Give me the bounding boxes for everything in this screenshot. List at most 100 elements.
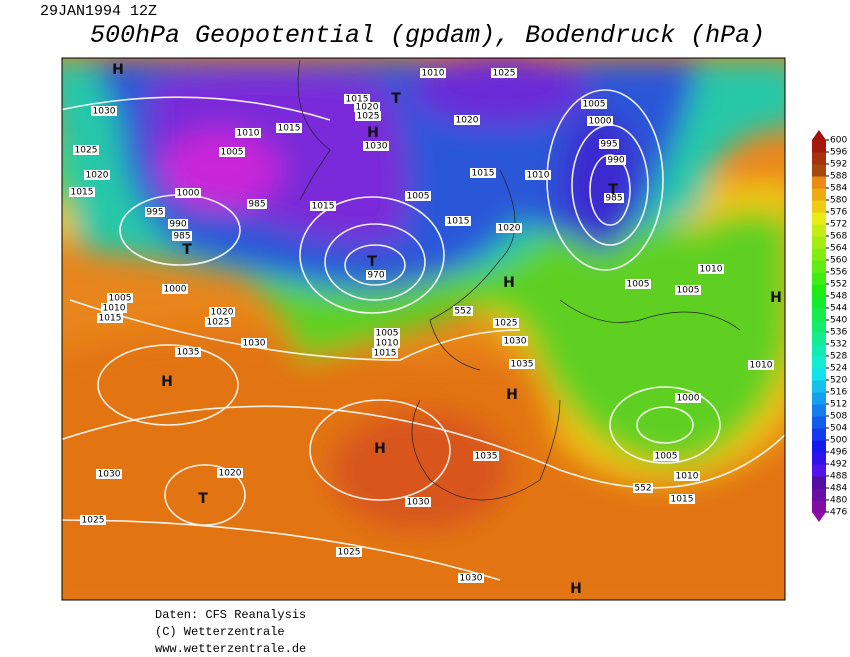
isobar-label: 1030 <box>407 498 430 508</box>
isobar-label: 1005 <box>655 452 678 462</box>
isobar-label-box <box>606 155 626 165</box>
pressure-center: H <box>112 62 124 78</box>
colorbar-cell <box>812 296 826 309</box>
isobar-label: 1030 <box>460 574 483 584</box>
isobar-label: 1025 <box>495 319 518 329</box>
colorbar-label: 552 <box>830 280 847 290</box>
isobar-label: 1035 <box>475 452 498 462</box>
pressure-center: H <box>161 374 173 390</box>
isobar-label: 1020 <box>356 103 379 113</box>
isobar-label-box <box>69 187 95 197</box>
colorbar-label: 496 <box>830 448 847 458</box>
colorbar-cell <box>812 380 826 393</box>
isobar-label: 1030 <box>93 107 116 117</box>
pressure-center: T <box>391 91 401 107</box>
colorbar-cell <box>812 164 826 177</box>
colorbar-cell <box>812 308 826 321</box>
isobar-label-box <box>205 317 231 327</box>
isobar-label-box <box>355 111 381 121</box>
colorbar-cell <box>812 452 826 465</box>
isobar-label-box <box>491 68 517 78</box>
isobar-label-box <box>241 338 267 348</box>
isobar-label: 1010 <box>237 129 260 139</box>
labels: 1030102510201015101010051015100099599098… <box>69 62 782 597</box>
colorbar-label: 536 <box>830 328 847 338</box>
isobar-label: 1035 <box>177 348 200 358</box>
isobar-label-box <box>625 279 651 289</box>
isobar-label-box <box>473 451 499 461</box>
colorbar-label: 532 <box>830 340 847 350</box>
colorbar-cell <box>812 476 826 489</box>
isobar-label-box <box>372 348 398 358</box>
colorbar-cell <box>812 152 826 165</box>
isobar-label: 1030 <box>98 470 121 480</box>
colorbar-cell <box>812 248 826 261</box>
colorbar-cell <box>812 356 826 369</box>
colorbar-cell <box>812 404 826 417</box>
pressure-center: T <box>608 182 618 198</box>
colorbar-cell <box>812 368 826 381</box>
pressure-center: H <box>506 387 518 403</box>
isobar-label: 1020 <box>219 469 242 479</box>
isobar-label: 1020 <box>86 171 109 181</box>
isobar-label: 1015 <box>278 124 301 134</box>
isobar-label-box <box>344 94 370 104</box>
colorbar-cell <box>812 500 826 513</box>
isobar-label: 985 <box>173 232 190 242</box>
isobar-label-box <box>363 141 389 151</box>
isobar-label: 1005 <box>221 148 244 158</box>
isobar-label-box <box>525 170 551 180</box>
isobar-label: 1015 <box>374 349 397 359</box>
colorbar-label: 580 <box>830 196 847 206</box>
pressure-center: T <box>182 242 192 258</box>
footer-line: www.wetterzentrale.de <box>155 642 306 656</box>
colorbar-label: 564 <box>830 244 847 254</box>
isobar-label-box <box>453 306 473 316</box>
colorbar-cell <box>812 212 826 225</box>
colorbar-cell <box>812 416 826 429</box>
colorbar-label: 572 <box>830 220 847 230</box>
colorbar-label: 568 <box>830 232 847 242</box>
colorbar-label: 484 <box>830 484 847 494</box>
isobar-label-box <box>219 147 245 157</box>
isobar-label: 1025 <box>82 516 105 526</box>
map <box>62 58 785 600</box>
isobar-label-box <box>405 191 431 201</box>
colorbar-label: 596 <box>830 148 847 158</box>
colorbar-label: 528 <box>830 352 847 362</box>
isobar-label: 1010 <box>103 304 126 314</box>
isobar-label: 985 <box>605 194 622 204</box>
isobar-label: 1025 <box>207 318 230 328</box>
colorbar-label: 508 <box>830 412 847 422</box>
isobar-label: 1020 <box>211 308 234 318</box>
colorbar-cell <box>812 392 826 405</box>
colorbar-label: 600 <box>830 136 847 146</box>
isobar-label-box <box>420 68 446 78</box>
isobar-label: 1010 <box>700 265 723 275</box>
pressure-center: H <box>570 581 582 597</box>
colorbar-label: 516 <box>830 388 847 398</box>
colorbar-cell <box>812 284 826 297</box>
isobar-label-box <box>374 328 400 338</box>
isobar-label-box <box>276 123 302 133</box>
footer-line: (C) Wetterzentrale <box>155 625 285 639</box>
isobar-label: 990 <box>607 156 624 166</box>
isobar-label-box <box>107 293 133 303</box>
pressure-center: H <box>770 290 782 306</box>
title: 500hPa Geopotential (gpdam), Bodendruck … <box>90 21 765 50</box>
colorbar-label: 512 <box>830 400 847 410</box>
colorbar-cell <box>812 272 826 285</box>
isobar-label-box <box>599 139 619 149</box>
pressure-center: H <box>503 275 515 291</box>
isobar-label-box <box>581 99 607 109</box>
isobar-label-box <box>366 270 386 280</box>
isobar-label-box <box>633 483 653 493</box>
isobar-label: 1005 <box>583 100 606 110</box>
isobar-label: 1010 <box>527 171 550 181</box>
isobar-label: 1005 <box>376 329 399 339</box>
isobar-label-box <box>235 128 261 138</box>
colorbar-label: 540 <box>830 316 847 326</box>
colorbar-cell <box>812 428 826 441</box>
colorbar-label: 476 <box>830 508 847 518</box>
